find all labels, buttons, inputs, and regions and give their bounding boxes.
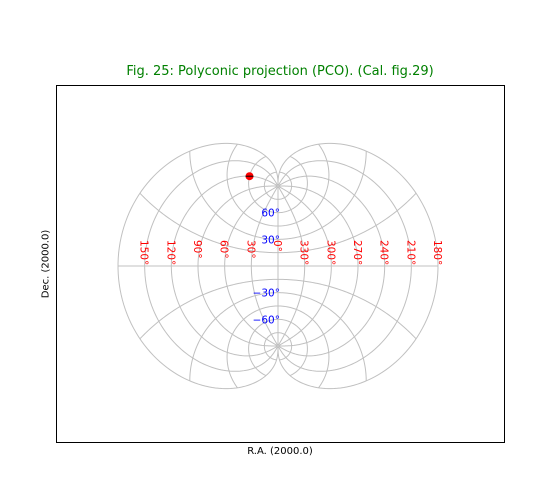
ra-tick-label: 0° — [271, 240, 283, 252]
chart-title: Fig. 25: Polyconic projection (PCO). (Ca… — [126, 64, 434, 79]
meridian-line — [117, 142, 279, 390]
ra-tick-label: 150° — [138, 240, 150, 265]
ra-tick-label: 270° — [351, 240, 363, 265]
meridian-line — [277, 160, 412, 372]
meridian-line — [277, 142, 439, 390]
dec-tick-label: −60° — [253, 314, 280, 326]
ra-tick-label: 60° — [218, 240, 230, 259]
dec-tick-label: −30° — [253, 288, 280, 300]
ra-tick-label: 210° — [404, 240, 416, 265]
tick-labels: 150° 120° 90° 60° 30° 0° 330° 300° 270° 240° 210° 1… — [138, 208, 443, 327]
dec-tick-label: 60° — [261, 208, 280, 220]
meridian-line — [278, 185, 359, 347]
ra-tick-label: 300° — [324, 240, 336, 265]
marker-layer — [245, 172, 254, 181]
meridian-line — [224, 185, 278, 347]
meridian-line — [144, 160, 279, 372]
dec-tick-label: 30° — [261, 234, 280, 246]
axes-frame — [56, 85, 505, 443]
ra-tick-label: 240° — [378, 240, 390, 265]
x-axis-label: R.A. (2000.0) — [247, 446, 313, 457]
meridian-line — [278, 185, 332, 347]
meridian-line — [278, 175, 386, 357]
ra-tick-label: 180° — [431, 240, 443, 265]
ra-tick-label: 330° — [298, 240, 310, 265]
meridian-line — [197, 185, 278, 347]
meridian-line — [277, 186, 306, 346]
meridian-line — [250, 186, 279, 346]
ra-tick-label: 120° — [164, 240, 176, 265]
y-axis-label: Dec. (2000.0) — [40, 229, 52, 299]
ra-tick-label: 30° — [244, 240, 256, 259]
ra-tick-label: 90° — [191, 240, 203, 259]
graticule — [117, 142, 439, 390]
